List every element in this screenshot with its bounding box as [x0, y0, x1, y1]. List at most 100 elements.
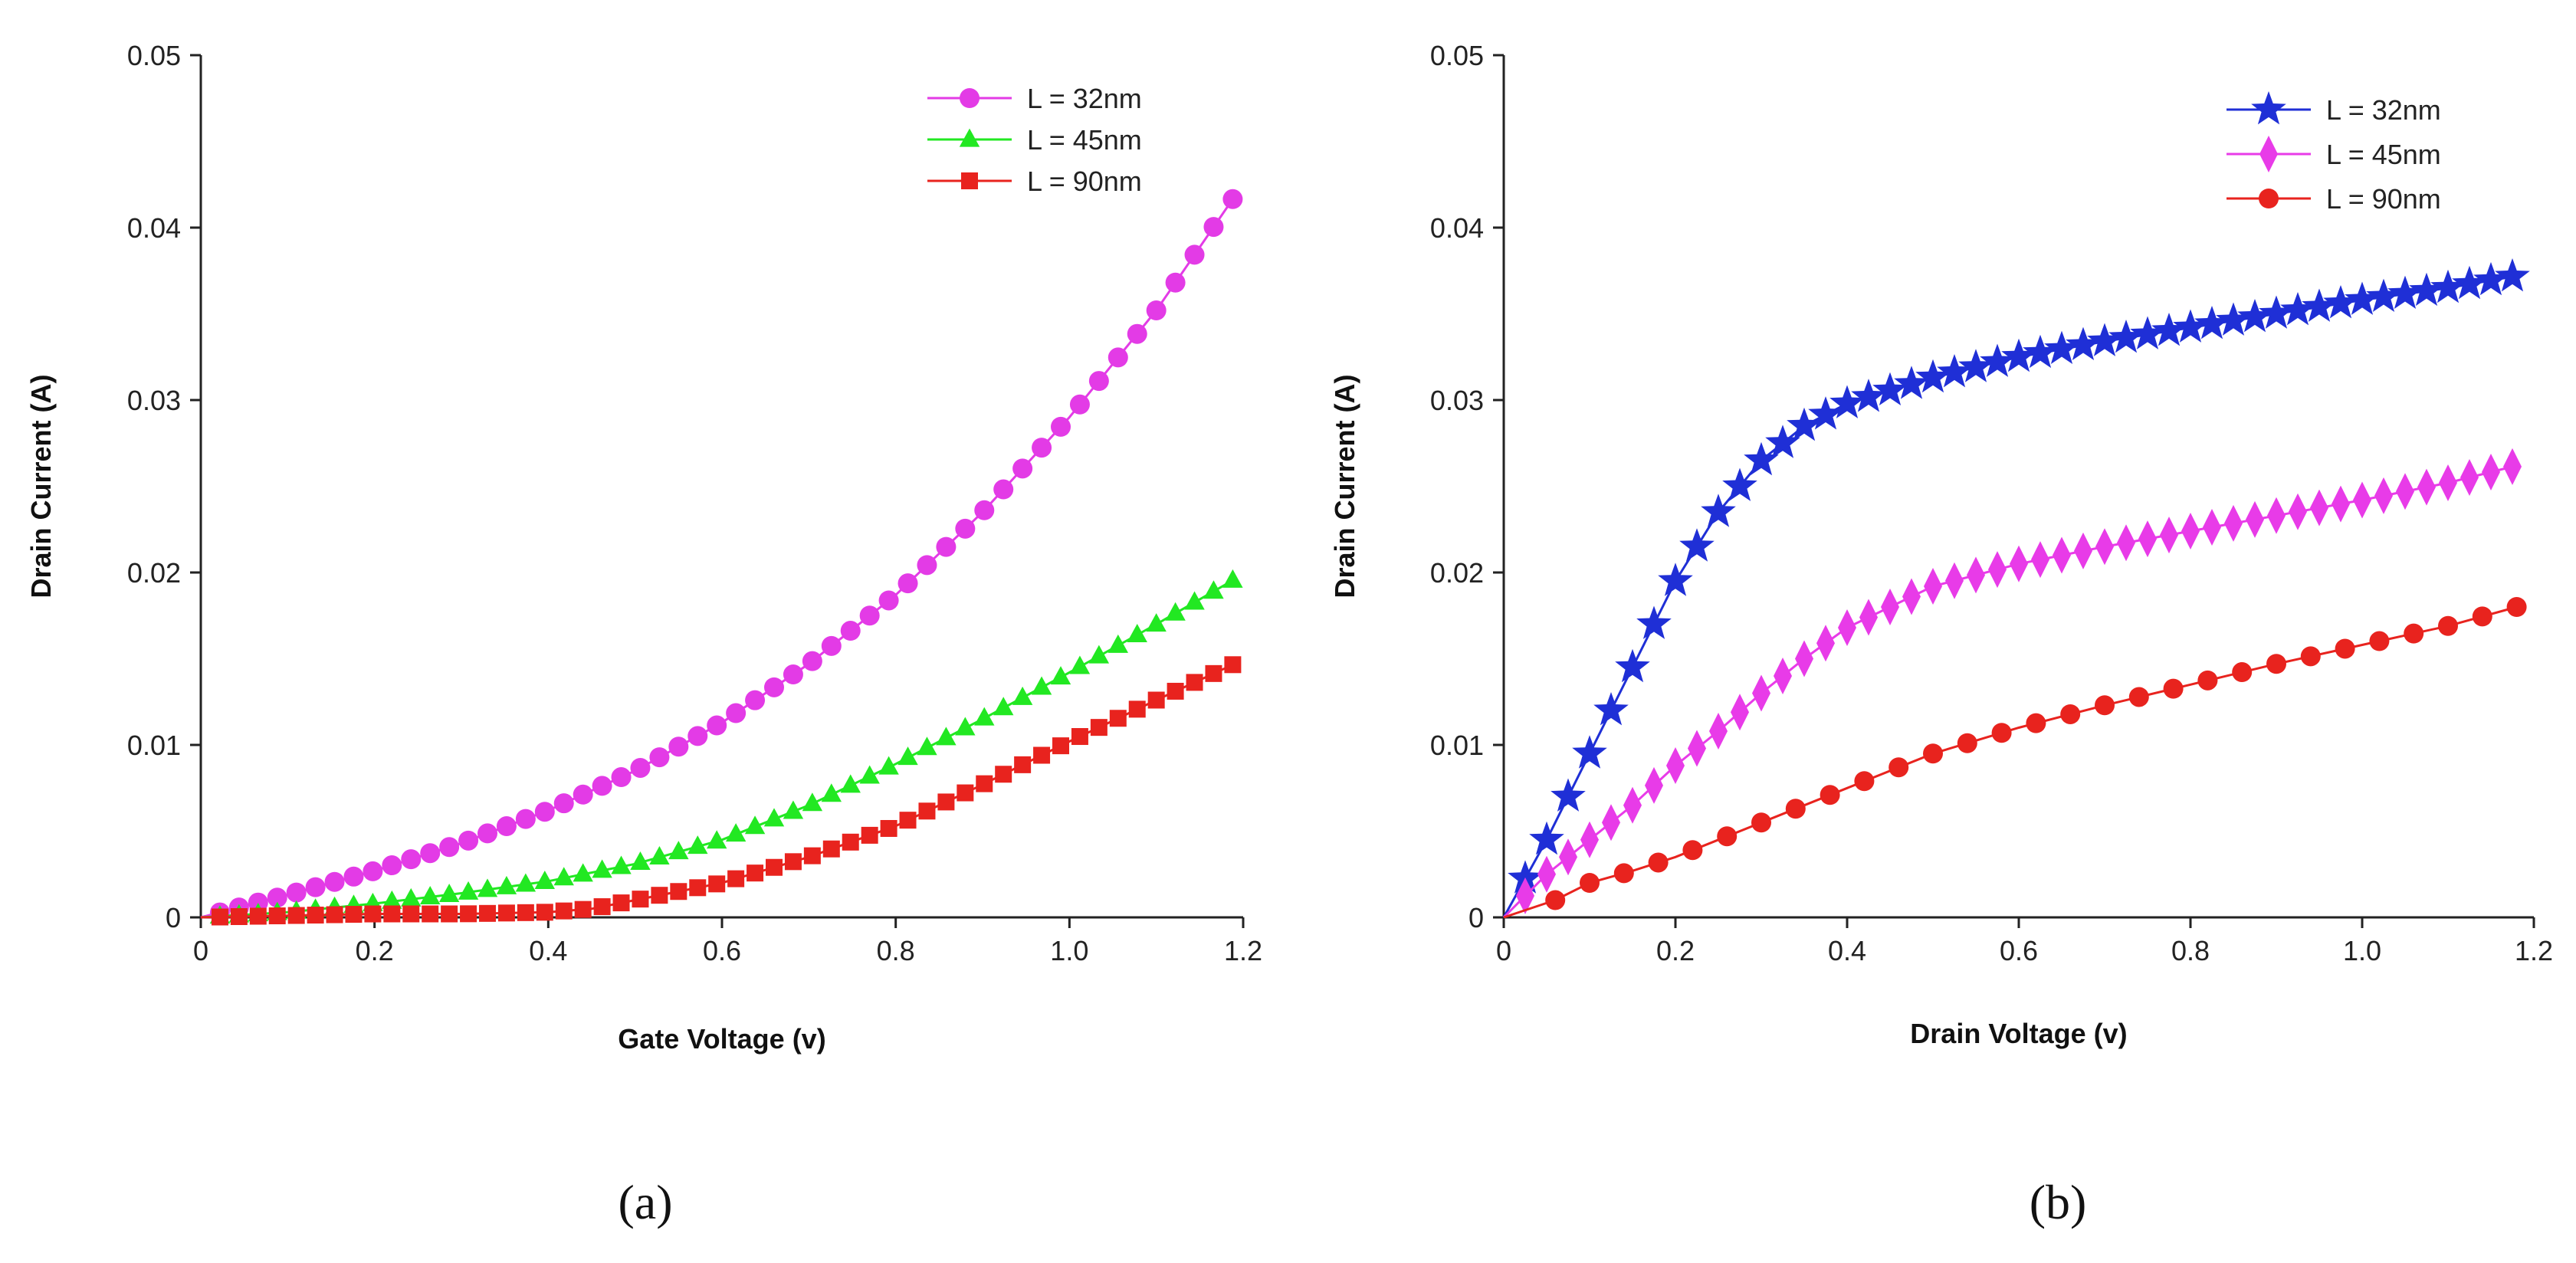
- data-point: [2163, 678, 2184, 699]
- data-point: [1808, 396, 1843, 430]
- data-point: [630, 757, 651, 778]
- data-point: [2194, 306, 2230, 340]
- data-point: [363, 861, 383, 881]
- data-point: [515, 873, 537, 892]
- data-point: [517, 904, 534, 921]
- y-axis-title: Drain Current (A): [1329, 374, 1360, 598]
- data-point: [976, 775, 993, 792]
- data-point: [2232, 662, 2253, 683]
- data-point: [479, 904, 496, 922]
- x-tick-label: 1.2: [2515, 935, 2553, 966]
- data-point: [2387, 275, 2423, 309]
- data-point: [612, 894, 630, 912]
- series-diamond: [1502, 448, 2522, 919]
- data-point: [2237, 299, 2272, 333]
- data-point: [573, 784, 593, 805]
- data-point: [2128, 687, 2149, 707]
- data-point: [1787, 407, 1822, 441]
- data-point: [917, 555, 937, 576]
- data-point: [861, 826, 878, 844]
- data-point: [1108, 634, 1128, 653]
- data-point: [2095, 695, 2115, 716]
- data-point: [2438, 615, 2458, 636]
- y-tick-label: 0.04: [1430, 212, 1484, 244]
- data-point: [2095, 528, 2114, 566]
- data-point: [955, 717, 976, 736]
- data-point: [439, 837, 460, 858]
- data-point: [1127, 623, 1147, 642]
- data-point: [2259, 295, 2294, 329]
- data-point: [1184, 591, 1205, 610]
- data-point: [1088, 645, 1110, 664]
- y-tick-label: 0.02: [1430, 557, 1484, 589]
- data-point: [2396, 473, 2414, 510]
- data-point: [1090, 719, 1108, 736]
- data-point: [632, 891, 649, 908]
- data-point: [1147, 691, 1165, 709]
- y-tick-label: 0.04: [127, 212, 181, 244]
- chart-panel-a: 0 0.2 0.4 0.6 0.8 1.0 1.2 0 0.01 0.02 0.03 0.04 0.05…: [25, 40, 1262, 1229]
- data-point: [1032, 438, 1052, 458]
- data-point: [993, 697, 1014, 716]
- data-point: [1889, 757, 1909, 778]
- data-point: [2345, 281, 2380, 315]
- chart-panel-b: 0 0.2 0.4 0.6 0.8 1.0 1.2 0 0.01 0.02 0.03 0.04 0.05…: [1329, 40, 2553, 1229]
- legend-label: L = 32nm: [1027, 83, 1142, 114]
- data-point: [592, 776, 612, 796]
- data-point: [687, 726, 708, 746]
- data-point: [1967, 556, 1985, 594]
- data-point: [2335, 638, 2355, 659]
- data-point: [1688, 730, 1706, 767]
- data-point: [1051, 416, 1071, 437]
- data-point: [1648, 852, 1669, 873]
- data-point: [592, 859, 612, 878]
- data-point: [383, 905, 401, 923]
- data-point: [707, 830, 727, 849]
- data-point: [326, 906, 343, 923]
- data-point: [1881, 589, 1899, 625]
- data-point: [1580, 821, 1599, 858]
- data-point: [2374, 477, 2393, 514]
- legend-entry: L = 32nm: [2227, 91, 2441, 126]
- data-point: [1795, 640, 1813, 677]
- data-point: [1851, 379, 1886, 412]
- data-point: [496, 816, 517, 837]
- data-point: [2430, 269, 2466, 303]
- data-point: [1731, 694, 1749, 731]
- x-tick-label: 1.0: [2343, 935, 2381, 966]
- data-point: [611, 855, 632, 874]
- y-tick-label: 0: [166, 902, 181, 933]
- data-point: [2310, 489, 2328, 527]
- data-point: [668, 736, 689, 757]
- data-point: [2473, 261, 2509, 296]
- data-point: [1184, 244, 1205, 265]
- data-point: [1205, 664, 1222, 682]
- data-point: [1222, 189, 1243, 209]
- data-point: [802, 792, 823, 812]
- series-star: [1502, 258, 2530, 918]
- data-point: [955, 518, 976, 539]
- data-point: [1615, 648, 1650, 683]
- data-point: [1645, 766, 1663, 804]
- data-point: [2001, 338, 2036, 372]
- data-point: [1014, 756, 1032, 773]
- data-point: [2173, 309, 2208, 343]
- data-point: [2482, 453, 2500, 490]
- data-point: [2087, 323, 2122, 356]
- y-tick-label: 0.03: [1430, 385, 1484, 416]
- x-axis-title: Drain Voltage (v): [1910, 1018, 2127, 1049]
- panel-label: (a): [618, 1175, 672, 1229]
- data-point: [1957, 733, 1977, 753]
- data-point: [2203, 508, 2221, 546]
- data-point: [1167, 682, 1184, 700]
- data-point: [534, 802, 555, 822]
- data-point: [803, 847, 821, 864]
- data-point: [2224, 504, 2243, 542]
- data-point: [2181, 513, 2200, 549]
- data-point: [2060, 704, 2081, 724]
- data-point: [783, 664, 803, 685]
- data-point: [630, 851, 651, 870]
- data-point: [747, 864, 764, 882]
- data-point: [1988, 551, 2007, 589]
- data-point: [458, 830, 479, 851]
